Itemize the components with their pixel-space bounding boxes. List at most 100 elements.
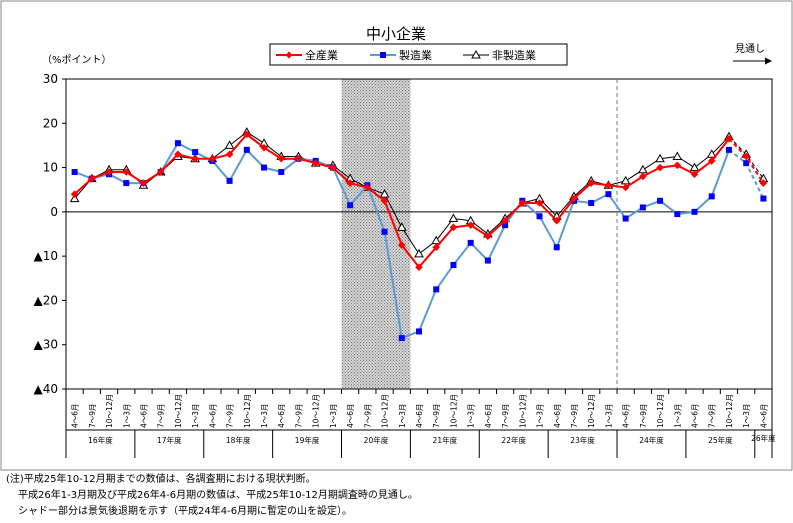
x-tick-label: 4～6月 <box>553 403 562 428</box>
point-all-industries <box>260 143 268 152</box>
x-tick-label: 4～6月 <box>691 403 700 428</box>
point-non-manufacturing <box>414 248 424 258</box>
point-all-industries <box>294 154 303 163</box>
y-tick-label: ▲40 <box>34 382 59 396</box>
year-label: 22年度 <box>501 435 526 445</box>
point-all-industries <box>432 243 441 252</box>
x-tick-label: 1～3月 <box>329 403 338 428</box>
point-non-manufacturing <box>655 153 665 163</box>
point-manufacturing <box>433 286 440 293</box>
chart-svg: 中小企業 （%ポイント） 見通し 30 20 10 0 ▲10 ▲20 ▲30 ▲40 4～6… <box>0 0 793 471</box>
point-all-industries <box>535 199 544 207</box>
point-manufacturing <box>192 149 199 156</box>
year-label: 23年度 <box>570 435 595 445</box>
legend-item-manufacturing: 製造業 <box>370 48 432 62</box>
x-tick-label: 7～9月 <box>226 403 235 428</box>
year-label: 16年度 <box>88 435 113 445</box>
point-all-industries <box>449 223 458 232</box>
point-manufacturing <box>691 208 698 215</box>
y-tick-label: ▲10 <box>34 249 59 263</box>
legend-item-non-manufacturing: 非製造業 <box>463 48 536 62</box>
point-all-industries <box>639 172 647 181</box>
point-all-industries <box>397 241 406 249</box>
point-manufacturing <box>725 146 732 153</box>
chart-title: 中小企業 <box>366 25 426 43</box>
x-tick-label: 10～12月 <box>587 394 596 428</box>
point-non-manufacturing <box>448 213 459 222</box>
point-all-industries <box>277 154 286 163</box>
y-tick-label: 20 <box>43 116 58 130</box>
legend-box <box>269 43 568 66</box>
legend: 全産業 製造業 非製造業 <box>269 43 568 66</box>
outlook-label: 見通し <box>735 43 765 55</box>
x-tick-label: 7～9月 <box>363 403 372 428</box>
x-tick-label: 4～6月 <box>484 403 493 428</box>
x-tick-label: 1～3月 <box>673 403 682 428</box>
x-tick-label: 7～9月 <box>88 403 97 428</box>
point-all-industries <box>191 154 199 163</box>
x-tick-label: 10～12月 <box>656 394 665 428</box>
point-non-manufacturing <box>672 151 683 160</box>
point-manufacturing <box>622 215 629 222</box>
point-manufacturing <box>553 244 560 251</box>
x-tick-label: 4～6月 <box>759 403 768 428</box>
footnote-3: シャドー部分は景気後退期を示す（平成24年4-6月期に暫定の山を設定）。 <box>18 506 353 517</box>
year-label: 24年度 <box>639 435 664 445</box>
point-all-industries <box>501 216 509 225</box>
x-tick-label: 1～3月 <box>260 403 269 428</box>
point-all-industries <box>552 216 561 225</box>
year-label: 20年度 <box>364 435 389 445</box>
point-manufacturing <box>674 211 681 218</box>
x-tick-label: 4～6月 <box>71 403 80 428</box>
point-manufacturing <box>657 197 664 204</box>
year-label: 21年度 <box>433 435 458 445</box>
point-manufacturing <box>484 257 491 264</box>
point-manufacturing <box>261 164 268 171</box>
point-manufacturing <box>588 200 595 206</box>
outlook-arrow <box>733 57 772 65</box>
point-all-industries <box>174 150 182 159</box>
x-tick-label: 4～6月 <box>346 403 355 428</box>
point-manufacturing <box>381 228 388 235</box>
point-all-industries <box>243 130 251 139</box>
y-tick-label: ▲30 <box>34 338 59 352</box>
x-tick-label: 1～3月 <box>122 403 131 428</box>
point-all-industries <box>466 221 475 229</box>
point-all-industries <box>329 163 337 172</box>
point-all-industries <box>742 152 750 161</box>
legend-label-non-manufacturing: 非製造業 <box>492 48 536 62</box>
year-label: 18年度 <box>226 435 251 445</box>
x-tick-label: 4～6月 <box>415 403 424 428</box>
point-all-industries <box>518 199 527 207</box>
point-all-industries <box>484 232 492 241</box>
point-all-industries <box>70 190 79 198</box>
point-all-industries <box>346 179 354 187</box>
x-tick-label: 7～9月 <box>157 403 166 428</box>
x-tick-label: 4～6月 <box>139 403 148 428</box>
point-manufacturing <box>278 169 285 175</box>
point-non-manufacturing <box>224 140 235 149</box>
y-tick-label: ▲20 <box>34 293 59 307</box>
point-manufacturing <box>347 202 354 209</box>
x-tick-label: 10～12月 <box>243 394 252 428</box>
point-all-industries <box>759 179 768 187</box>
x-tick-label: 7～9月 <box>570 403 579 428</box>
x-tick-label: 1～3月 <box>191 403 200 428</box>
point-all-industries <box>656 163 664 172</box>
x-tick-label: 1～3月 <box>536 403 545 428</box>
x-tick-label: 10～12月 <box>105 394 114 428</box>
point-non-manufacturing <box>69 193 80 203</box>
point-manufacturing <box>467 239 474 246</box>
year-label: 25年度 <box>708 435 733 445</box>
point-manufacturing <box>243 146 250 153</box>
point-manufacturing <box>502 222 509 229</box>
point-manufacturing <box>760 195 767 202</box>
legend-label-all-industries: 全産業 <box>305 48 338 62</box>
year-label: 19年度 <box>295 435 320 445</box>
y-axis-label: （%ポイント） <box>42 54 112 66</box>
point-all-industries <box>156 168 165 176</box>
point-all-industries <box>587 179 595 187</box>
y-tick-label: 0 <box>50 205 58 219</box>
x-tick-label: 1～3月 <box>467 403 476 428</box>
